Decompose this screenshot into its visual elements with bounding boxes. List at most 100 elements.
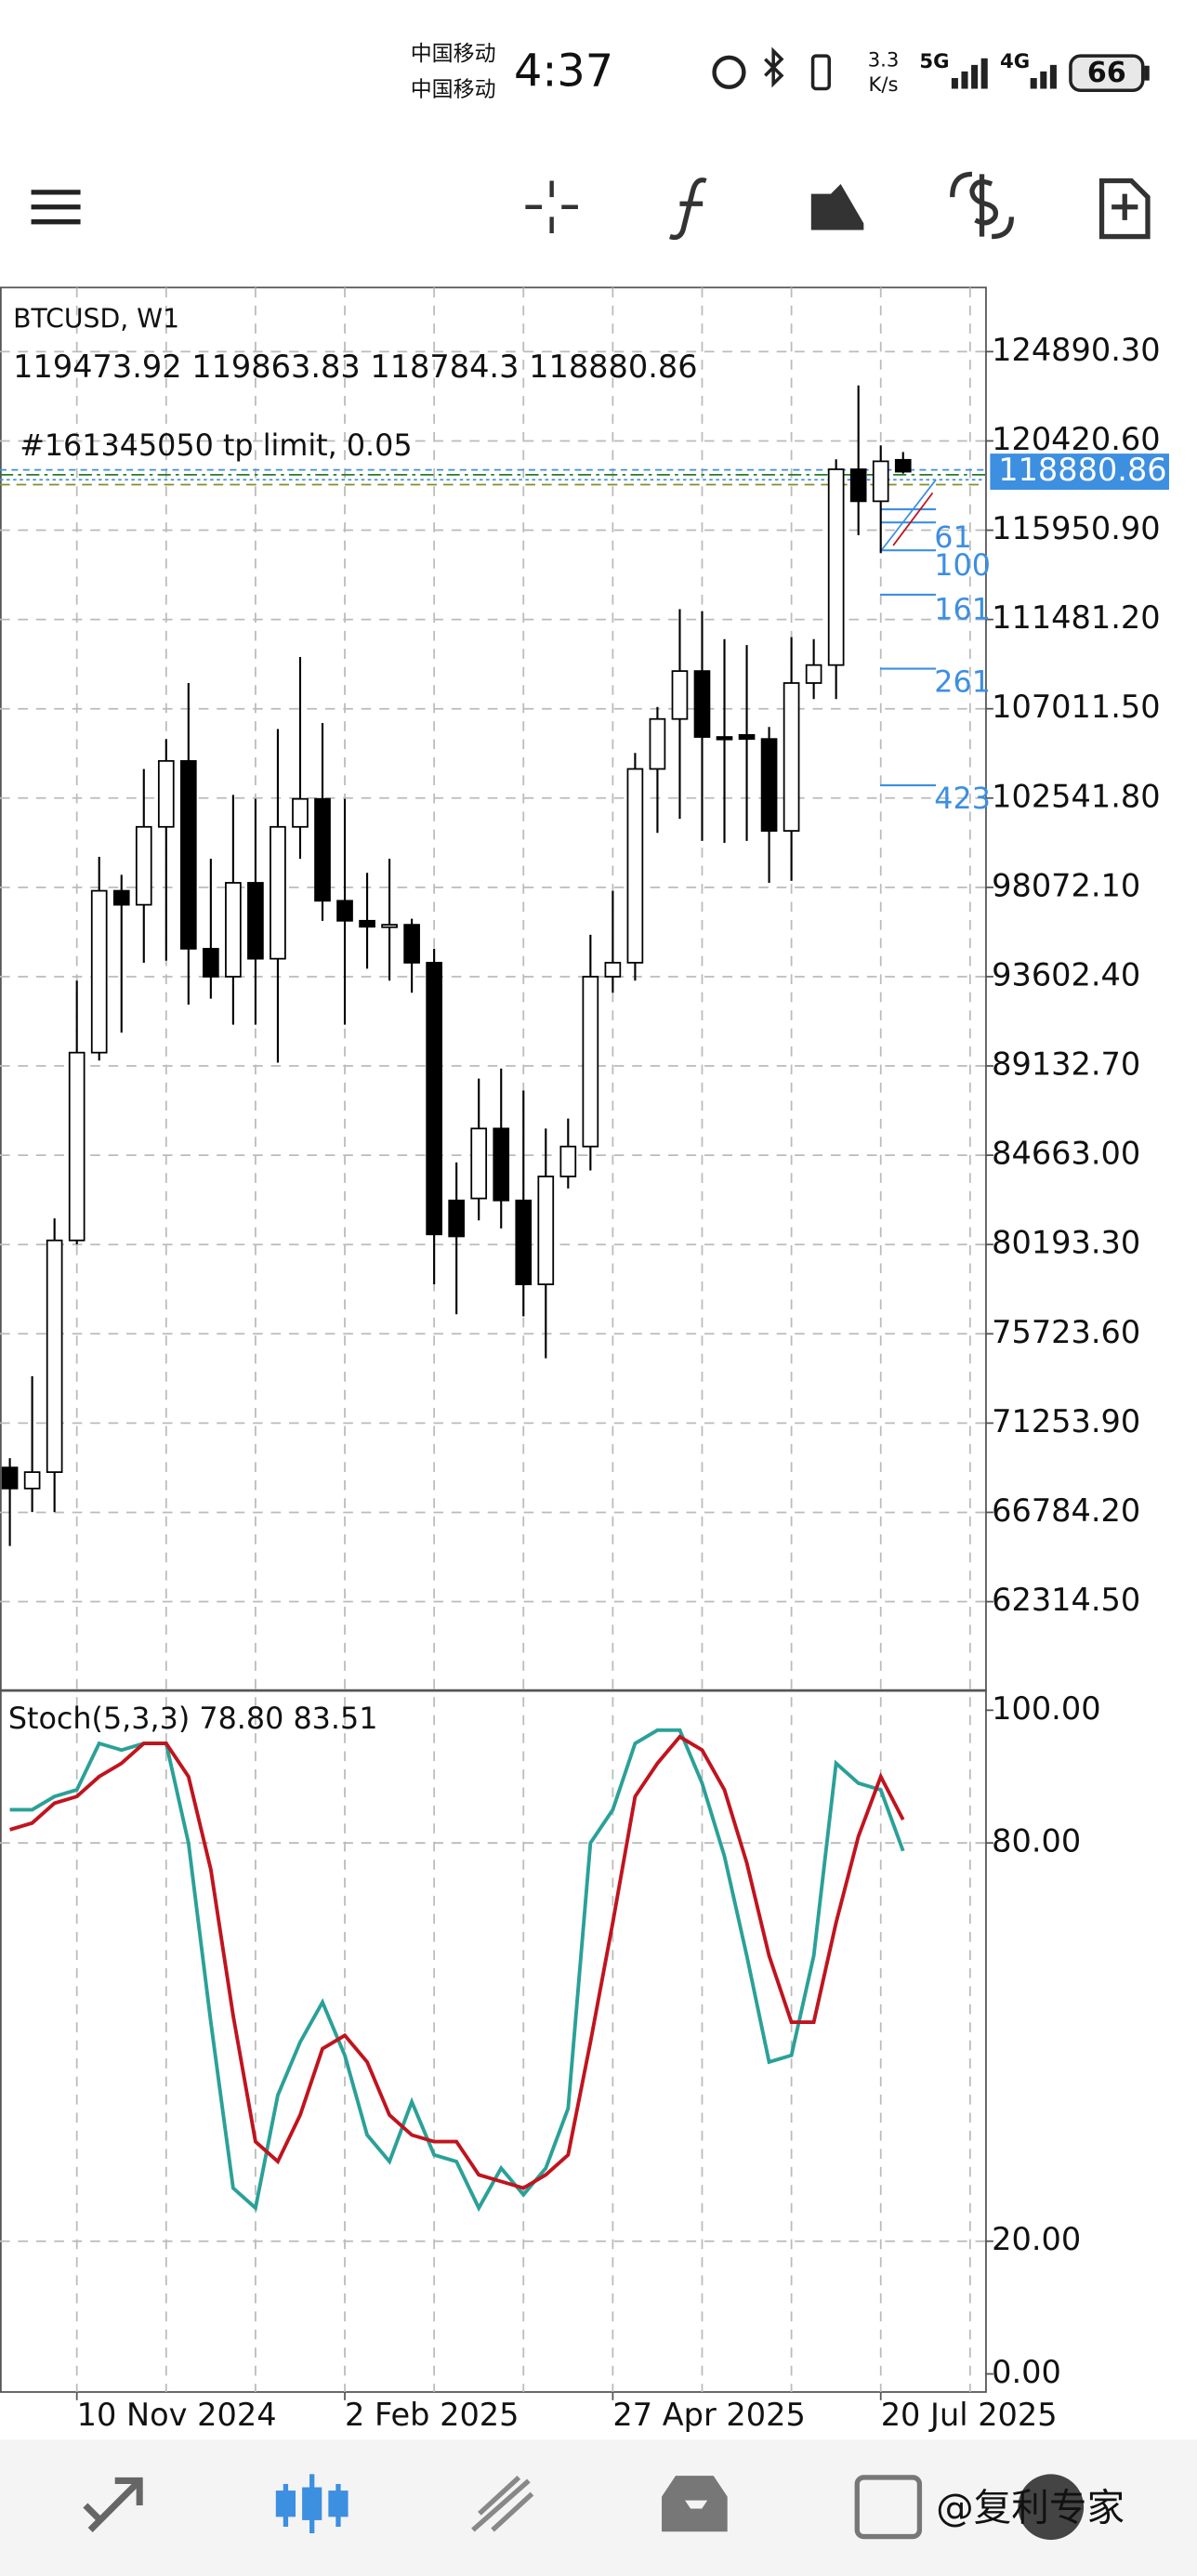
chart-frame	[0, 286, 987, 2393]
watermark-logo	[1018, 2474, 1085, 2541]
carrier: 中国移动	[411, 78, 496, 102]
objects-button[interactable]	[810, 184, 864, 230]
candle-body	[403, 924, 420, 964]
messages-tab[interactable]	[854, 2475, 923, 2540]
candle-body	[537, 1176, 555, 1285]
y-tick-label: 89132.70	[992, 1046, 1140, 1083]
candle-body	[626, 768, 644, 964]
candle-body	[426, 962, 442, 1236]
watermark: @复利专家	[936, 2485, 1125, 2530]
chart-tab-icon	[275, 2491, 296, 2517]
menu-button[interactable]	[31, 190, 81, 225]
candle-body	[90, 889, 108, 1054]
candle-body	[760, 738, 778, 832]
carrier: 中国移动	[411, 42, 496, 66]
candle-body	[559, 1145, 577, 1177]
stoch-line	[9, 1734, 905, 2190]
speed: 3.3	[868, 47, 900, 71]
price-tag-label: 118880.86	[998, 452, 1166, 488]
y-tick-label: 80193.30	[992, 1225, 1140, 1261]
candle-body	[783, 682, 800, 832]
y-tick-label: 124890.30	[992, 332, 1160, 368]
crosshair-button[interactable]	[525, 180, 578, 234]
high: 119863.83	[191, 348, 360, 384]
candle-body	[225, 882, 242, 978]
battery-level: 66	[1087, 57, 1126, 89]
x-tick-label: 10 Nov 2024	[77, 2397, 277, 2433]
x-tick-label: 2 Feb 2025	[345, 2397, 519, 2433]
trade-button[interactable]	[950, 171, 1015, 240]
candle-body	[68, 1051, 86, 1242]
battery	[1069, 54, 1145, 92]
y-tick-label: 62314.50	[992, 1582, 1140, 1618]
vibrate-icon	[810, 54, 832, 91]
y-tick-label: 75723.60	[992, 1314, 1140, 1350]
new-order-button[interactable]	[1098, 177, 1151, 240]
indicator-title: Stoch(5,3,3) 78.80 83.51	[8, 1701, 378, 1736]
y-tick-label: 115950.90	[992, 510, 1160, 546]
indicator-name: Stoch(5,3,3)	[8, 1701, 190, 1736]
candle-body	[46, 1239, 63, 1474]
y-tick-label: 100.00	[992, 1690, 1100, 1727]
fib-label: 261	[934, 664, 991, 699]
candle-body	[604, 962, 622, 978]
trade-tab[interactable]	[471, 2475, 534, 2532]
candle-body	[112, 889, 130, 906]
candle-body	[872, 460, 889, 503]
y-tick-label: 71253.90	[992, 1403, 1140, 1439]
candle-body	[515, 1199, 533, 1285]
y-tick-label: 93602.40	[992, 956, 1140, 992]
alarm-icon	[712, 55, 746, 89]
x-tick-label: 20 Jul 2025	[881, 2397, 1058, 2433]
chart-tab-icon	[302, 2487, 322, 2520]
candle-body	[448, 1199, 466, 1238]
price-tag	[990, 453, 1169, 491]
y-tick-label: 111481.20	[992, 599, 1160, 636]
candle-body	[314, 797, 331, 902]
candle-body	[381, 924, 398, 928]
candle-body	[179, 759, 197, 950]
battery-tip	[1144, 65, 1150, 81]
network: 4G	[1000, 49, 1030, 72]
candle-body	[203, 948, 219, 978]
x-tick-label: 27 Apr 2025	[612, 2397, 805, 2433]
candle-body	[135, 825, 152, 906]
y-tick-label: 102541.80	[992, 778, 1160, 814]
chart-tab-icon	[328, 2491, 349, 2517]
y-tick-label: 84663.00	[992, 1136, 1140, 1172]
speed-unit: K/s	[869, 72, 899, 96]
candle-body	[582, 976, 599, 1148]
fib-label: 100	[934, 547, 991, 583]
y-tick-label: 20.00	[992, 2221, 1081, 2257]
fib-label: 161	[934, 592, 991, 627]
clock: 4:37	[514, 46, 613, 98]
indicators-button[interactable]	[669, 177, 707, 241]
candle-body	[671, 670, 689, 720]
fib-label: 61	[934, 519, 971, 555]
y-tick-label: 80.00	[992, 1823, 1081, 1860]
k-readout: 78.80	[199, 1701, 283, 1736]
ohlc-readout: 119473.92 119863.83 118784.3 118880.86	[13, 348, 697, 384]
candle-body	[157, 759, 175, 828]
candle-body	[1, 1466, 19, 1490]
candle-body	[493, 1127, 510, 1202]
bottom-nav	[0, 2439, 1197, 2576]
quotes-tab[interactable]	[83, 2477, 143, 2533]
candle-body	[247, 882, 264, 960]
order-label: #161345050 tp limit, 0.05	[20, 427, 412, 463]
candle-body	[716, 736, 733, 741]
history-tab[interactable]	[662, 2476, 728, 2532]
signal-icon	[951, 58, 988, 89]
signal-icon	[1030, 64, 1057, 89]
candle-body	[805, 664, 822, 684]
fib-label: 423	[934, 781, 991, 816]
bluetooth-icon	[764, 46, 784, 88]
y-tick-label: 107011.50	[992, 689, 1160, 725]
candle-body	[270, 825, 286, 960]
low: 118784.3	[370, 348, 519, 384]
candle-body	[827, 468, 845, 666]
candle-body	[292, 797, 309, 828]
